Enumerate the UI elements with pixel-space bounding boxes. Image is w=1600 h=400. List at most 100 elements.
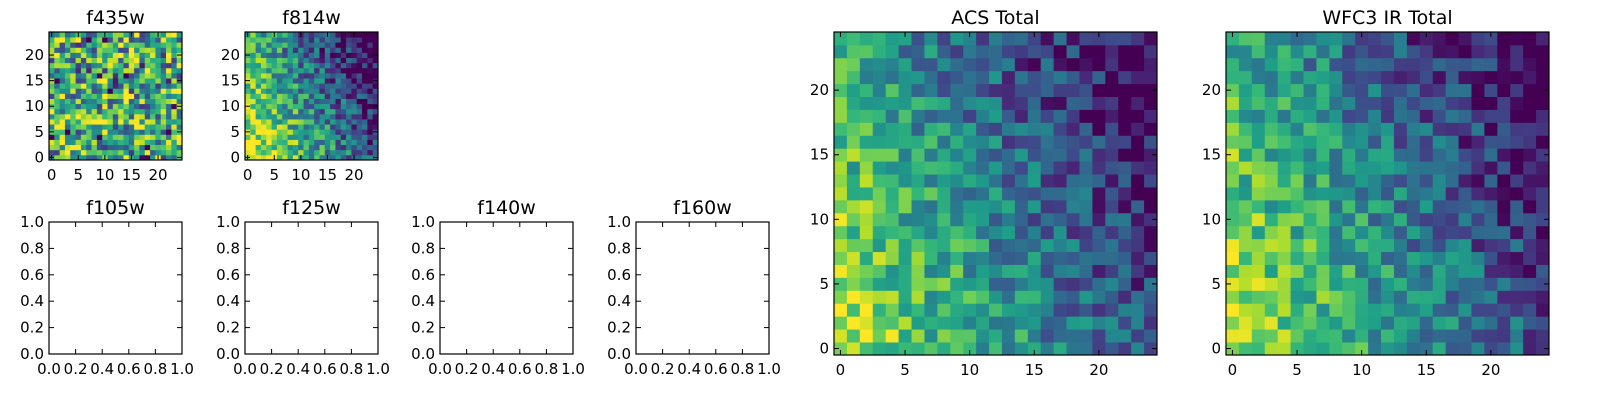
heatmap-cell (1131, 148, 1145, 162)
heatmap-cell (1342, 70, 1356, 85)
heatmap-cell (1001, 32, 1016, 46)
heatmap-cell (1445, 161, 1459, 175)
y-tick-label: 0.2 (216, 319, 240, 337)
heatmap-cell (260, 47, 267, 53)
heatmap-cell (330, 144, 336, 151)
x-tick-label: 0 (47, 166, 57, 184)
heatmap-cell (330, 83, 336, 89)
heatmap-cell (303, 108, 310, 115)
heatmap-cell (1510, 329, 1524, 343)
heatmap-cell (266, 47, 272, 53)
heatmap-cell (937, 44, 951, 59)
heatmap-cell (911, 109, 925, 123)
heatmap-cell (1316, 122, 1330, 136)
y-tick-label: 10 (810, 210, 829, 228)
heatmap-cell (314, 113, 320, 120)
heatmap-cell (1238, 122, 1253, 136)
heatmap-cell (160, 62, 167, 69)
heatmap-cell (49, 67, 55, 74)
heatmap-cell (123, 103, 130, 110)
heatmap-cell (80, 129, 87, 135)
heatmap-cell (1381, 70, 1395, 85)
heatmap-cell (963, 135, 977, 149)
heatmap-cell (1406, 109, 1421, 123)
heatmap-cell (1381, 83, 1395, 97)
heatmap-cell (1316, 264, 1330, 278)
heatmap-cell (80, 32, 87, 38)
heatmap-cell (160, 113, 167, 120)
y-tick-label: 0.8 (20, 239, 44, 257)
heatmap-cell (319, 113, 326, 120)
heatmap-cell (245, 113, 251, 120)
heatmap-cell (75, 83, 82, 89)
heatmap-cell (1419, 290, 1434, 304)
heatmap-cell (171, 149, 178, 156)
heatmap-cell (1226, 83, 1240, 97)
heatmap-cell (1040, 187, 1055, 201)
heatmap-cell (885, 161, 899, 175)
heatmap-cell (924, 303, 938, 317)
heatmap-cell (1264, 251, 1279, 265)
heatmap-cell (176, 144, 183, 151)
heatmap-cell (123, 129, 130, 135)
heatmap-cell (885, 135, 899, 149)
heatmap-cell (324, 57, 331, 64)
heatmap-cell (54, 83, 61, 89)
heatmap-cell (367, 62, 374, 69)
heatmap-cell (1251, 70, 1266, 85)
heatmap-cell (372, 67, 379, 74)
heatmap-cell (70, 144, 76, 151)
heatmap-cell (1445, 225, 1459, 240)
heatmap-cell (144, 113, 151, 120)
heatmap-cell (834, 212, 848, 227)
heatmap-cell (1471, 238, 1485, 253)
heatmap-cell (64, 134, 71, 140)
heatmap-cell (1381, 161, 1395, 175)
heatmap-cell (1092, 187, 1106, 201)
heatmap-cell (91, 154, 98, 161)
heatmap-cell (1393, 187, 1408, 201)
heatmap-cell (266, 124, 272, 130)
heatmap-cell (1238, 264, 1253, 278)
heatmap-cell (937, 135, 951, 149)
heatmap-cell (1536, 303, 1550, 317)
heatmap-cell (118, 37, 124, 43)
heatmap-cell (266, 139, 272, 146)
heatmap-cell (64, 149, 71, 156)
heatmap-cell (107, 98, 114, 105)
heatmap-cell (75, 108, 82, 115)
heatmap-cell (64, 139, 71, 146)
heatmap-cell (1092, 199, 1106, 214)
x-tick-label: 15 (1025, 361, 1044, 379)
heatmap-cell (989, 316, 1003, 330)
heatmap-cell (271, 103, 278, 110)
heatmap-cell (255, 47, 262, 53)
heatmap-cell (150, 83, 156, 89)
heatmap-cell (59, 67, 66, 74)
heatmap-cell (834, 135, 848, 149)
heatmap-cell (86, 67, 92, 74)
heatmap-cell (340, 113, 347, 120)
heatmap-cell (96, 32, 103, 38)
heatmap-cell (1105, 148, 1119, 162)
heatmap-cell (1066, 161, 1080, 175)
heatmap-cell (166, 32, 172, 38)
heatmap-cell (1251, 238, 1266, 253)
heatmap-cell (1419, 161, 1434, 175)
heatmap-cell (1445, 329, 1459, 343)
heatmap-cell (314, 144, 320, 151)
heatmap-cell (1368, 303, 1382, 317)
x-tick-label: 0.4 (90, 360, 114, 378)
heatmap-cell (176, 98, 183, 105)
heatmap-cell (308, 37, 315, 43)
heatmap-cell (362, 72, 368, 79)
heatmap-cell (1014, 225, 1029, 240)
heatmap-cell (1406, 174, 1421, 188)
heatmap-cell (107, 124, 114, 130)
heatmap-cell (1510, 290, 1524, 304)
heatmap-cell (356, 98, 363, 105)
heatmap-cell (1040, 199, 1055, 214)
heatmap-cell (346, 144, 352, 151)
heatmap-cell (1092, 212, 1106, 227)
heatmap-cell (1445, 32, 1459, 46)
